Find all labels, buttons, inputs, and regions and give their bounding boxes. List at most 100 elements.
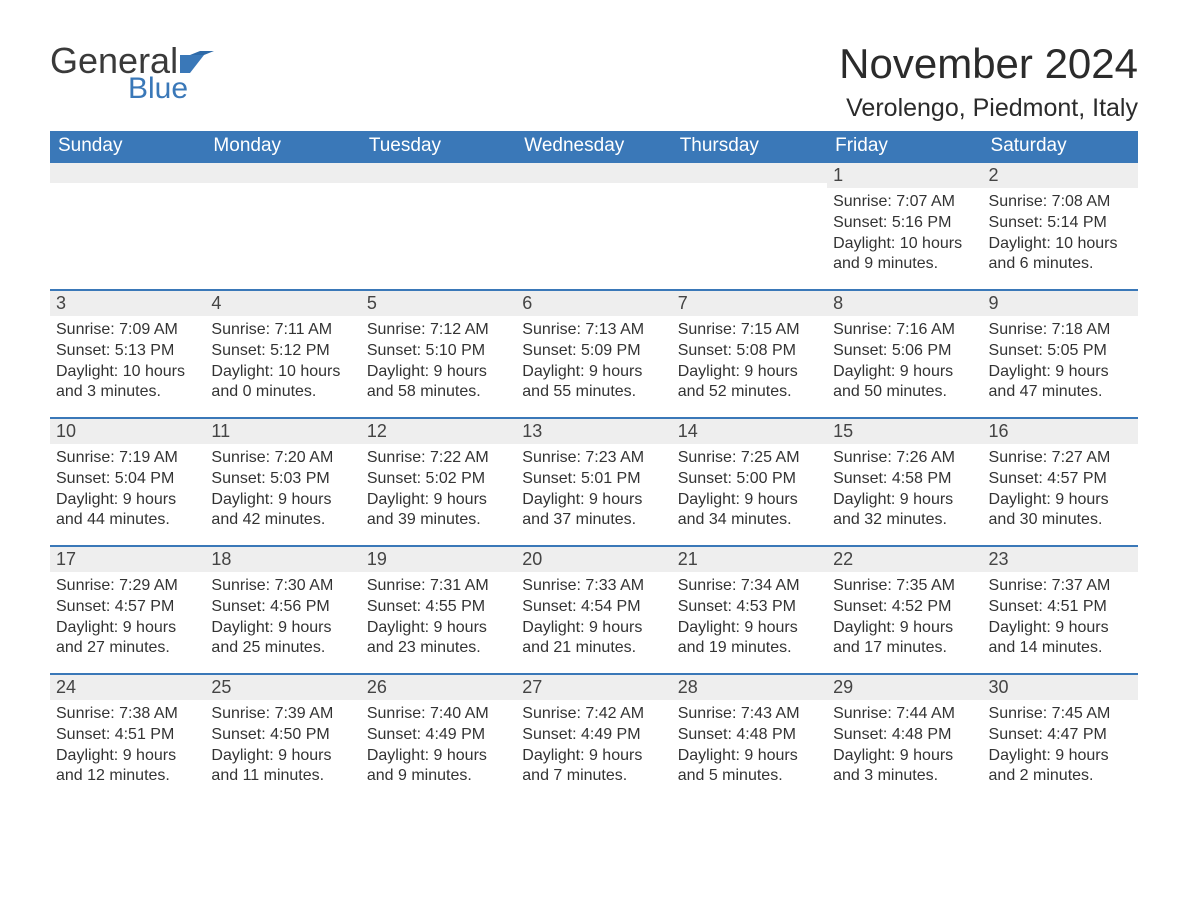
weekday-header: Sunday: [50, 131, 205, 161]
day-number: 26: [361, 675, 516, 700]
day-number: 9: [983, 291, 1138, 316]
daylight-line2: and 30 minutes.: [989, 510, 1132, 531]
sunrise-line: Sunrise: 7:31 AM: [367, 576, 510, 597]
sunrise-line: Sunrise: 7:09 AM: [56, 320, 199, 341]
calendar-week: 1Sunrise: 7:07 AMSunset: 5:16 PMDaylight…: [50, 161, 1138, 289]
daylight-line1: Daylight: 9 hours: [678, 490, 821, 511]
day-number: 25: [205, 675, 360, 700]
sunset-line: Sunset: 5:05 PM: [989, 341, 1132, 362]
daylight-line1: Daylight: 9 hours: [833, 490, 976, 511]
sunrise-line: Sunrise: 7:37 AM: [989, 576, 1132, 597]
daylight-line2: and 9 minutes.: [833, 254, 976, 275]
weekday-header: Thursday: [672, 131, 827, 161]
daylight-line2: and 27 minutes.: [56, 638, 199, 659]
calendar-day: 11Sunrise: 7:20 AMSunset: 5:03 PMDayligh…: [205, 417, 360, 545]
day-details: Sunrise: 7:34 AMSunset: 4:53 PMDaylight:…: [672, 572, 827, 667]
sunset-line: Sunset: 5:08 PM: [678, 341, 821, 362]
calendar-day: 22Sunrise: 7:35 AMSunset: 4:52 PMDayligh…: [827, 545, 982, 673]
calendar-day: 7Sunrise: 7:15 AMSunset: 5:08 PMDaylight…: [672, 289, 827, 417]
sunset-line: Sunset: 4:49 PM: [522, 725, 665, 746]
day-details: Sunrise: 7:13 AMSunset: 5:09 PMDaylight:…: [516, 316, 671, 411]
daylight-line2: and 0 minutes.: [211, 382, 354, 403]
day-number: 19: [361, 547, 516, 572]
sunrise-line: Sunrise: 7:44 AM: [833, 704, 976, 725]
day-details: Sunrise: 7:43 AMSunset: 4:48 PMDaylight:…: [672, 700, 827, 795]
calendar-day: 16Sunrise: 7:27 AMSunset: 4:57 PMDayligh…: [983, 417, 1138, 545]
day-details: Sunrise: 7:16 AMSunset: 5:06 PMDaylight:…: [827, 316, 982, 411]
day-details: Sunrise: 7:27 AMSunset: 4:57 PMDaylight:…: [983, 444, 1138, 539]
day-number: 3: [50, 291, 205, 316]
sunrise-line: Sunrise: 7:12 AM: [367, 320, 510, 341]
brand-word2: Blue: [128, 72, 214, 106]
calendar-day: 29Sunrise: 7:44 AMSunset: 4:48 PMDayligh…: [827, 673, 982, 801]
day-details: Sunrise: 7:31 AMSunset: 4:55 PMDaylight:…: [361, 572, 516, 667]
sunset-line: Sunset: 4:52 PM: [833, 597, 976, 618]
day-number: 30: [983, 675, 1138, 700]
sunset-line: Sunset: 4:57 PM: [56, 597, 199, 618]
calendar-day: 19Sunrise: 7:31 AMSunset: 4:55 PMDayligh…: [361, 545, 516, 673]
daylight-line1: Daylight: 9 hours: [678, 746, 821, 767]
daylight-line2: and 5 minutes.: [678, 766, 821, 787]
sunrise-line: Sunrise: 7:08 AM: [989, 192, 1132, 213]
calendar-day: 17Sunrise: 7:29 AMSunset: 4:57 PMDayligh…: [50, 545, 205, 673]
sunset-line: Sunset: 4:47 PM: [989, 725, 1132, 746]
sunset-line: Sunset: 5:13 PM: [56, 341, 199, 362]
sunset-line: Sunset: 4:48 PM: [678, 725, 821, 746]
daylight-line2: and 9 minutes.: [367, 766, 510, 787]
calendar-week: 10Sunrise: 7:19 AMSunset: 5:04 PMDayligh…: [50, 417, 1138, 545]
sunrise-line: Sunrise: 7:15 AM: [678, 320, 821, 341]
sunset-line: Sunset: 4:58 PM: [833, 469, 976, 490]
daylight-line2: and 44 minutes.: [56, 510, 199, 531]
daylight-line1: Daylight: 9 hours: [522, 746, 665, 767]
day-details: Sunrise: 7:33 AMSunset: 4:54 PMDaylight:…: [516, 572, 671, 667]
calendar-day: 6Sunrise: 7:13 AMSunset: 5:09 PMDaylight…: [516, 289, 671, 417]
location-subtitle: Verolengo, Piedmont, Italy: [839, 94, 1138, 123]
calendar-page: General Blue November 2024 Verolengo, Pi…: [0, 0, 1188, 841]
calendar-day: 1Sunrise: 7:07 AMSunset: 5:16 PMDaylight…: [827, 161, 982, 289]
sunset-line: Sunset: 5:06 PM: [833, 341, 976, 362]
sunrise-line: Sunrise: 7:13 AM: [522, 320, 665, 341]
sunset-line: Sunset: 4:50 PM: [211, 725, 354, 746]
daylight-line1: Daylight: 10 hours: [833, 234, 976, 255]
calendar-day: 26Sunrise: 7:40 AMSunset: 4:49 PMDayligh…: [361, 673, 516, 801]
daylight-line2: and 47 minutes.: [989, 382, 1132, 403]
sunrise-line: Sunrise: 7:20 AM: [211, 448, 354, 469]
calendar-day: 12Sunrise: 7:22 AMSunset: 5:02 PMDayligh…: [361, 417, 516, 545]
day-number: 22: [827, 547, 982, 572]
calendar-day: 15Sunrise: 7:26 AMSunset: 4:58 PMDayligh…: [827, 417, 982, 545]
daylight-line1: Daylight: 9 hours: [678, 618, 821, 639]
daylight-line2: and 11 minutes.: [211, 766, 354, 787]
daylight-line2: and 6 minutes.: [989, 254, 1132, 275]
calendar-day: 20Sunrise: 7:33 AMSunset: 4:54 PMDayligh…: [516, 545, 671, 673]
weekday-header: Monday: [205, 131, 360, 161]
calendar-body: 1Sunrise: 7:07 AMSunset: 5:16 PMDaylight…: [50, 161, 1138, 801]
day-details: Sunrise: 7:35 AMSunset: 4:52 PMDaylight:…: [827, 572, 982, 667]
daylight-line1: Daylight: 9 hours: [56, 490, 199, 511]
day-number: 11: [205, 419, 360, 444]
calendar-week: 17Sunrise: 7:29 AMSunset: 4:57 PMDayligh…: [50, 545, 1138, 673]
daylight-line2: and 42 minutes.: [211, 510, 354, 531]
day-details: Sunrise: 7:42 AMSunset: 4:49 PMDaylight:…: [516, 700, 671, 795]
daylight-line1: Daylight: 9 hours: [833, 362, 976, 383]
daylight-line1: Daylight: 9 hours: [989, 618, 1132, 639]
sunset-line: Sunset: 4:57 PM: [989, 469, 1132, 490]
sunset-line: Sunset: 5:12 PM: [211, 341, 354, 362]
day-number: 21: [672, 547, 827, 572]
daylight-line2: and 2 minutes.: [989, 766, 1132, 787]
sunset-line: Sunset: 5:14 PM: [989, 213, 1132, 234]
calendar-day: 8Sunrise: 7:16 AMSunset: 5:06 PMDaylight…: [827, 289, 982, 417]
day-number: 17: [50, 547, 205, 572]
day-number: 5: [361, 291, 516, 316]
day-number: 28: [672, 675, 827, 700]
day-details: Sunrise: 7:18 AMSunset: 5:05 PMDaylight:…: [983, 316, 1138, 411]
daylight-line2: and 21 minutes.: [522, 638, 665, 659]
daylight-line2: and 7 minutes.: [522, 766, 665, 787]
daylight-line1: Daylight: 9 hours: [989, 746, 1132, 767]
calendar-day: 13Sunrise: 7:23 AMSunset: 5:01 PMDayligh…: [516, 417, 671, 545]
sunset-line: Sunset: 5:16 PM: [833, 213, 976, 234]
day-number: 16: [983, 419, 1138, 444]
day-details: Sunrise: 7:09 AMSunset: 5:13 PMDaylight:…: [50, 316, 205, 411]
sunrise-line: Sunrise: 7:16 AM: [833, 320, 976, 341]
day-details: Sunrise: 7:37 AMSunset: 4:51 PMDaylight:…: [983, 572, 1138, 667]
sunrise-line: Sunrise: 7:18 AM: [989, 320, 1132, 341]
